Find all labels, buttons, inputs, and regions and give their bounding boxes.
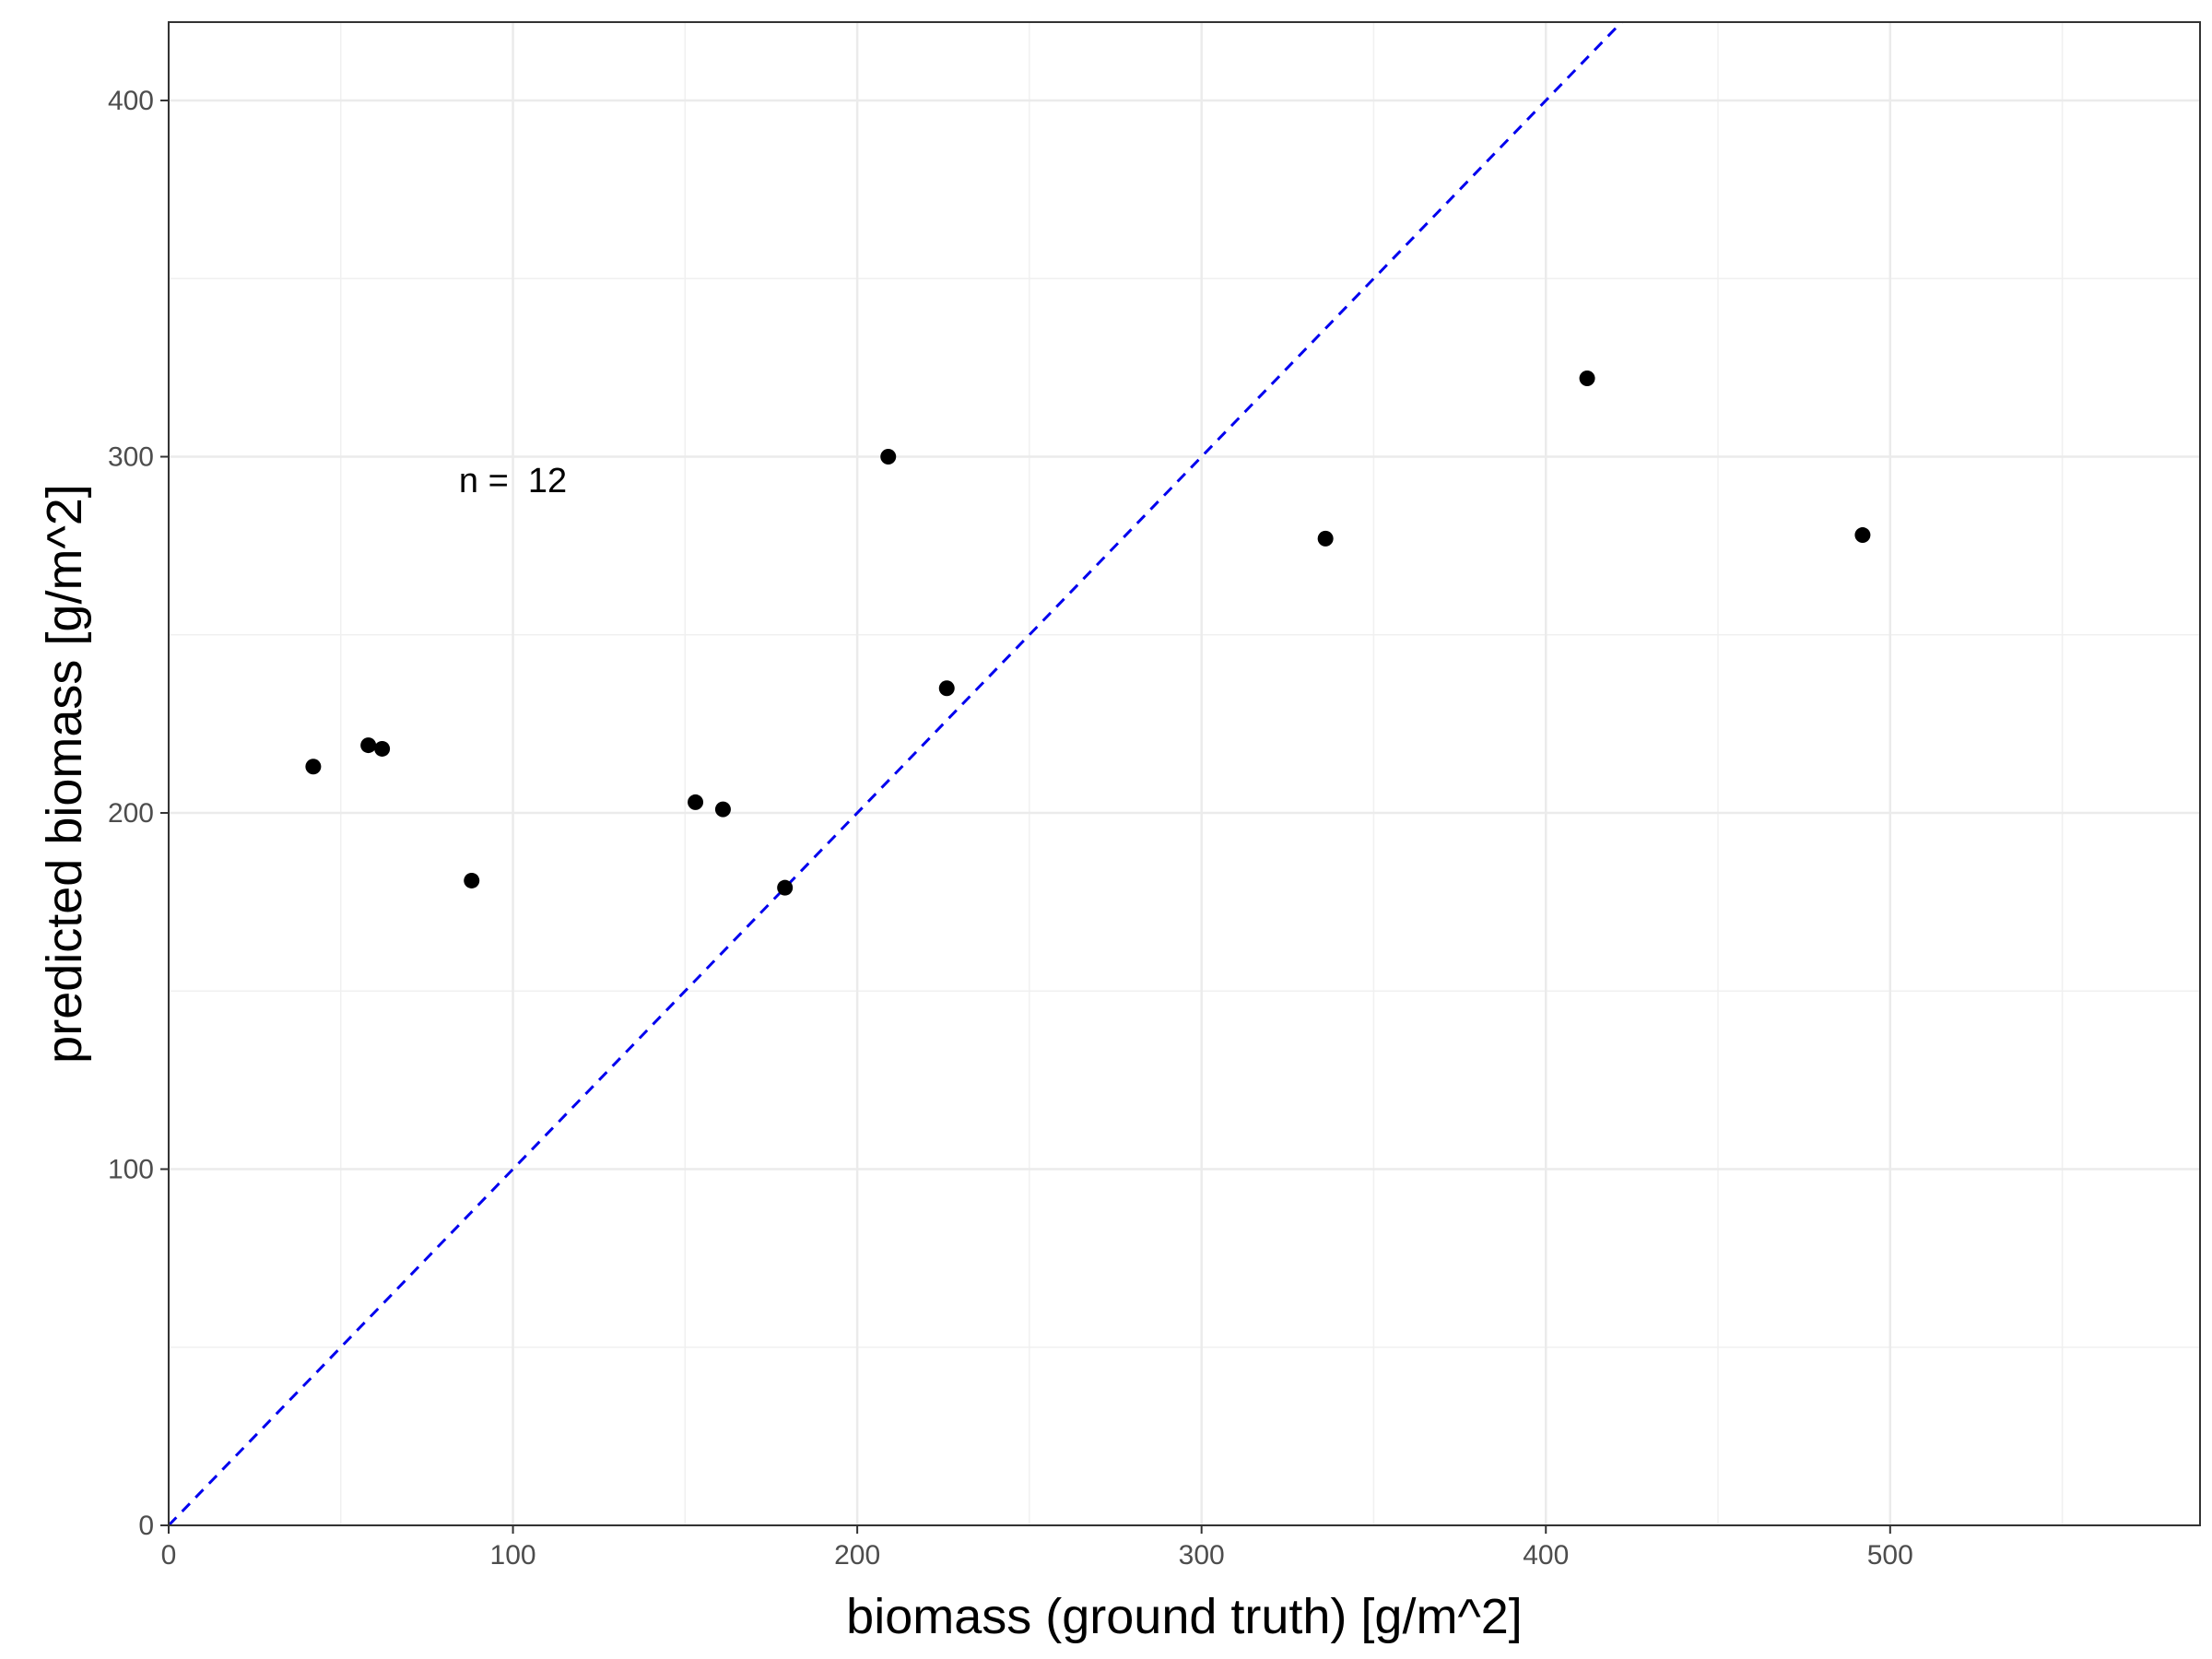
y-tick-label: 100	[108, 1155, 154, 1185]
x-tick-label: 100	[490, 1540, 536, 1571]
x-axis-ticks: 0 100 200 300 400 500	[161, 1525, 1913, 1571]
y-tick-label: 300	[108, 442, 154, 473]
data-point	[1317, 530, 1334, 547]
y-axis-title: predicted biomass [g/m^2]	[37, 484, 92, 1064]
x-tick-label: 0	[161, 1540, 177, 1571]
x-tick-label: 200	[834, 1540, 880, 1571]
data-point	[1579, 370, 1595, 386]
x-tick-label: 500	[1867, 1540, 1913, 1571]
data-point	[880, 449, 897, 465]
reference-line-layer	[167, 20, 1623, 1527]
x-axis-title: biomass (ground truth) [g/m^2]	[846, 1589, 1523, 1644]
x-tick-label: 300	[1179, 1540, 1225, 1571]
y-axis-ticks: 0 100 200 300 400	[108, 86, 169, 1541]
data-point	[374, 740, 391, 757]
major-grid	[167, 22, 2200, 1527]
data-point	[464, 872, 480, 888]
data-point	[360, 737, 377, 754]
sample-size-annotation: n = 12	[459, 462, 567, 500]
data-point	[714, 801, 731, 818]
data-point	[777, 879, 794, 896]
y-tick-label: 0	[138, 1511, 154, 1541]
data-point	[688, 794, 704, 810]
data-point	[938, 680, 955, 697]
minor-grid	[169, 22, 2200, 1525]
data-point	[305, 759, 322, 775]
y-tick-label: 400	[108, 86, 154, 116]
data-point	[1854, 527, 1871, 544]
points-layer	[305, 370, 1871, 896]
x-tick-label: 400	[1523, 1540, 1569, 1571]
panel-border	[168, 21, 2201, 1526]
identity-reference-line	[167, 20, 1623, 1527]
y-tick-label: 200	[108, 798, 154, 829]
